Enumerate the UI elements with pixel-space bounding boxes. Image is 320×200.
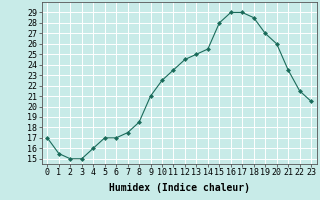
X-axis label: Humidex (Indice chaleur): Humidex (Indice chaleur) <box>109 183 250 193</box>
